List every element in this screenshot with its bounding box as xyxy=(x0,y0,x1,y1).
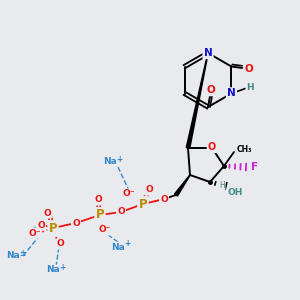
Text: ±: ± xyxy=(19,248,25,257)
Text: N: N xyxy=(227,88,236,98)
Text: O: O xyxy=(160,194,168,203)
Polygon shape xyxy=(186,53,208,148)
Text: +: + xyxy=(124,239,130,248)
Text: O⁻: O⁻ xyxy=(29,229,41,238)
Text: +: + xyxy=(116,154,122,164)
Text: P: P xyxy=(96,208,104,221)
Text: O: O xyxy=(72,218,80,227)
Text: O: O xyxy=(94,196,102,205)
Text: CH₃: CH₃ xyxy=(237,146,253,154)
Text: H: H xyxy=(219,181,225,190)
Text: O: O xyxy=(207,85,215,95)
Text: P: P xyxy=(49,221,57,235)
Text: P: P xyxy=(139,197,147,211)
Text: O: O xyxy=(117,208,125,217)
Text: O: O xyxy=(145,185,153,194)
Text: O: O xyxy=(43,208,51,217)
Text: Na: Na xyxy=(46,266,60,274)
Text: O: O xyxy=(56,239,64,248)
Text: O: O xyxy=(37,220,45,230)
Text: N: N xyxy=(204,48,212,58)
Text: H: H xyxy=(247,83,254,92)
Text: +: + xyxy=(59,262,65,272)
Text: O⁻: O⁻ xyxy=(123,190,135,199)
Text: Na: Na xyxy=(111,242,125,251)
Polygon shape xyxy=(175,175,190,196)
Text: O⁻: O⁻ xyxy=(99,226,111,235)
Text: Na: Na xyxy=(103,158,117,166)
Text: F: F xyxy=(251,162,258,172)
Text: OH: OH xyxy=(228,188,243,197)
Text: Na: Na xyxy=(6,251,20,260)
Text: O: O xyxy=(244,64,253,74)
Text: O: O xyxy=(208,142,216,152)
